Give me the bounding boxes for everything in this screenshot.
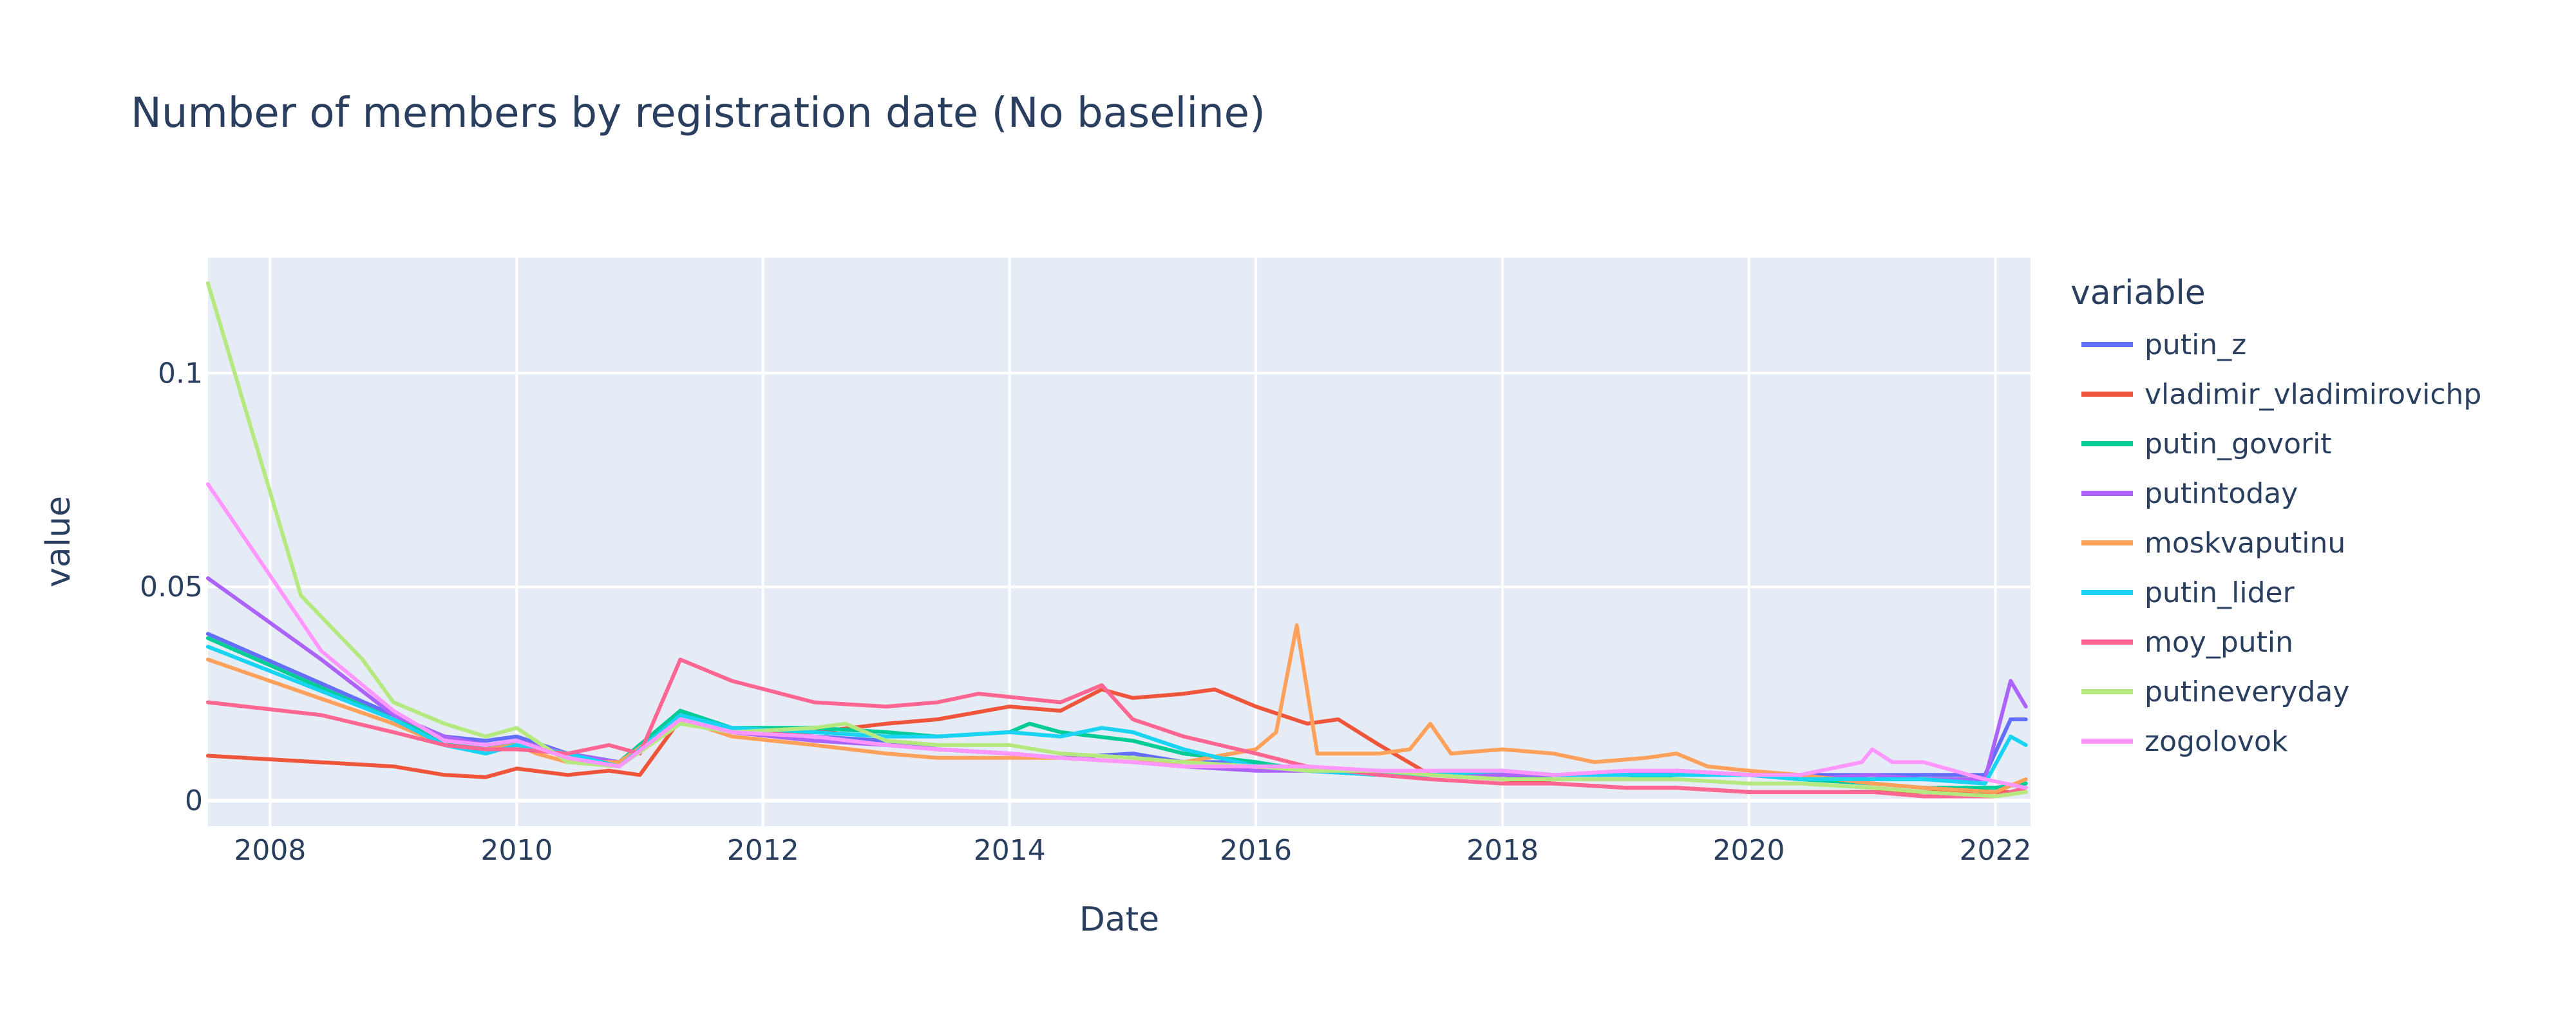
legend-label-putin_z: putin_z <box>2145 328 2246 361</box>
y-tick-label-2: 0.1 <box>158 357 203 390</box>
series-line-zogolovok <box>206 482 2028 790</box>
x-tick-label-0: 2008 <box>234 834 306 867</box>
legend-item-putin_lider[interactable]: putin_lider <box>2081 576 2295 609</box>
legend-label-zogolovok: zogolovok <box>2145 725 2288 758</box>
x-tick-label-1: 2010 <box>480 834 553 867</box>
legend-item-moskvaputinu[interactable]: moskvaputinu <box>2081 527 2345 560</box>
legend-label-putintoday: putintoday <box>2145 477 2298 510</box>
x-tick-label-7: 2022 <box>1960 834 2032 867</box>
y-tick-labels: 0 0.05 0.1 <box>140 357 203 817</box>
legend-item-putintoday[interactable]: putintoday <box>2081 477 2298 510</box>
legend-label-moskvaputinu: moskvaputinu <box>2145 527 2345 560</box>
legend-item-vladimir_vladimirovichp[interactable]: vladimir_vladimirovichp <box>2081 378 2481 411</box>
series-line-putin_lider <box>206 645 2028 786</box>
series-layer <box>206 281 2028 799</box>
x-axis-label: Date <box>1079 900 1159 939</box>
x-tick-label-6: 2020 <box>1713 834 1785 867</box>
x-tick-labels: 2008 2010 2012 2014 2016 2018 2020 2022 <box>234 834 2031 867</box>
legend-item-putin_z[interactable]: putin_z <box>2081 328 2246 361</box>
chart-title: Number of members by registration date (… <box>131 90 1265 137</box>
x-tick-label-2: 2012 <box>727 834 799 867</box>
legend-item-putin_govorit[interactable]: putin_govorit <box>2081 428 2332 460</box>
legend-label-moy_putin: moy_putin <box>2145 626 2293 659</box>
y-tick-label-1: 0.05 <box>140 571 203 603</box>
grid-lines <box>208 258 2031 826</box>
legend-label-vladimir_vladimirovichp: vladimir_vladimirovichp <box>2145 378 2481 411</box>
x-tick-label-4: 2016 <box>1220 834 1292 867</box>
legend-item-putineveryday[interactable]: putineveryday <box>2081 676 2349 708</box>
y-axis-label: value <box>39 496 78 587</box>
x-tick-label-3: 2014 <box>974 834 1046 867</box>
y-tick-label-0: 0 <box>185 784 203 817</box>
series-line-putineveryday <box>206 281 2028 799</box>
legend-item-zogolovok[interactable]: zogolovok <box>2081 725 2288 758</box>
legend-items: putin_z vladimir_vladimirovichp putin_govo… <box>2081 328 2481 758</box>
legend-label-putin_govorit: putin_govorit <box>2145 428 2332 460</box>
legend-title: variable <box>2070 274 2206 312</box>
legend: variable putin_zvladimir_vladimirovichpp… <box>2070 274 2481 758</box>
series-line-moy_putin <box>206 658 2028 799</box>
legend-label-putin_lider: putin_lider <box>2145 576 2295 609</box>
legend-label-putineveryday: putineveryday <box>2145 676 2349 708</box>
x-tick-label-5: 2018 <box>1466 834 1539 867</box>
legend-item-moy_putin[interactable]: moy_putin <box>2081 626 2293 659</box>
